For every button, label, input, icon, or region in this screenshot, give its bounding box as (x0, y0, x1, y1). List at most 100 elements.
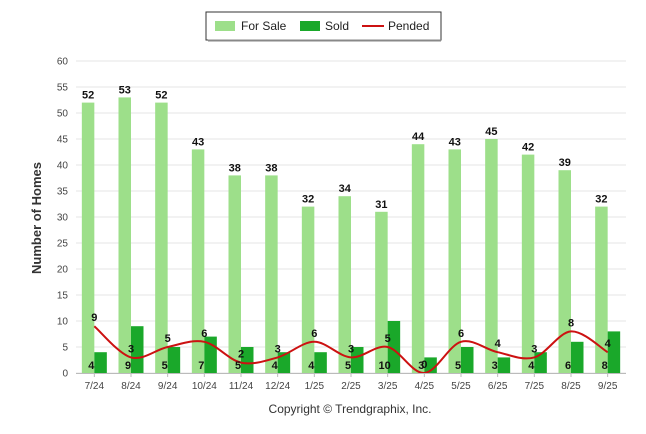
data-label-sold: 4 (88, 360, 95, 372)
bar-for-sale (411, 144, 425, 373)
copyright: Copyright © Trendgraphix, Inc. (269, 402, 432, 416)
x-tick-label: 3/25 (378, 381, 398, 392)
bar-for-sale (155, 102, 168, 373)
data-label-for-sale: 34 (339, 183, 352, 195)
data-label-pended: 3 (128, 343, 134, 355)
data-label-sold: 6 (565, 360, 571, 372)
data-label-for-sale: 52 (155, 90, 167, 102)
data-label-sold: 9 (125, 360, 131, 372)
x-tick-label: 5/25 (451, 381, 471, 392)
data-label-for-sale: 38 (229, 162, 241, 174)
bar-for-sale (521, 154, 535, 373)
bar-sold (387, 321, 401, 373)
x-tick-label: 7/25 (525, 381, 545, 392)
y-tick-label: 35 (57, 187, 69, 198)
x-tick-label: 12/24 (265, 381, 290, 392)
x-tick-label: 8/25 (561, 381, 581, 392)
bar-sold (571, 341, 584, 373)
legend-swatch-for-sale (215, 21, 235, 31)
pended-line-layer (93, 325, 609, 375)
bar-sold (277, 352, 291, 373)
bar-for-sale (375, 211, 388, 373)
x-tick-label: 10/24 (192, 381, 217, 392)
bar-sold (131, 326, 144, 373)
data-label-pended: 4 (605, 338, 612, 350)
data-label-sold: 5 (345, 360, 351, 372)
bar-for-sale (118, 97, 131, 374)
bar-for-sale (191, 149, 205, 373)
data-label-for-sale: 31 (375, 199, 387, 211)
data-label-for-sale: 53 (119, 84, 131, 96)
x-tick-label: 6/25 (488, 381, 508, 392)
bar-for-sale (595, 206, 608, 373)
bar-for-sale (448, 149, 461, 373)
legend-label-sold: Sold (325, 19, 349, 33)
data-label-for-sale: 32 (302, 194, 314, 206)
bar-for-sale (558, 170, 571, 373)
legend-label-pended: Pended (388, 19, 429, 33)
data-label-pended: 3 (348, 343, 354, 355)
data-label-sold: 4 (528, 360, 535, 372)
y-tick-label: 15 (57, 291, 69, 302)
data-label-pended: 6 (201, 328, 207, 340)
x-tick-label: 4/25 (415, 381, 435, 392)
data-label-pended: 3 (531, 343, 537, 355)
y-axis-title: Number of Homes (29, 162, 44, 274)
data-label-sold: 3 (418, 360, 424, 372)
data-label-pended: 5 (385, 333, 391, 345)
bar-sold (167, 347, 181, 373)
data-label-sold: 10 (379, 360, 391, 372)
legend-swatch-sold (300, 21, 320, 31)
data-label-pended: 5 (165, 333, 171, 345)
legend-box (205, 11, 442, 41)
data-label-sold: 4 (272, 360, 279, 372)
data-label-pended: 6 (458, 328, 464, 340)
data-label-pended: 8 (568, 317, 574, 329)
y-tick-label: 60 (57, 57, 69, 68)
pended-line (93, 325, 609, 375)
y-axis: 0 5 10 15 20 25 30 35 40 45 50 55 60 (57, 57, 69, 380)
data-label-for-sale: 45 (485, 126, 497, 138)
bar-sold (351, 347, 364, 373)
bar-sold (497, 357, 511, 373)
y-tick-label: 50 (57, 109, 69, 120)
x-tick-label: 9/24 (158, 381, 178, 392)
bar-sold (241, 347, 254, 373)
bar-for-sale (338, 196, 351, 373)
y-tick-label: 5 (62, 343, 68, 354)
data-label-for-sale: 44 (412, 131, 425, 143)
y-tick-label: 10 (57, 317, 69, 328)
data-label-pended: 6 (311, 328, 317, 340)
x-tick-label: 8/24 (121, 381, 141, 392)
data-label-for-sale: 39 (559, 157, 571, 169)
bar-for-sale (228, 175, 241, 373)
y-tick-label: 55 (57, 83, 69, 94)
data-label-for-sale: 43 (192, 136, 204, 148)
y-tick-label: 45 (57, 135, 69, 146)
x-tick-label: 9/25 (598, 381, 618, 392)
data-label-pended: 9 (91, 312, 97, 324)
bar-for-sale (485, 139, 498, 373)
y-tick-label: 30 (57, 213, 69, 224)
bar-for-sale (301, 206, 315, 373)
x-tick-label: 1/25 (305, 381, 325, 392)
data-label-pended: 2 (238, 349, 244, 361)
x-tick-label: 11/24 (229, 381, 254, 392)
bar-for-sale (81, 102, 95, 373)
bar-sold (607, 331, 621, 373)
data-label-pended: 3 (275, 343, 281, 355)
data-label-sold: 5 (455, 360, 461, 372)
bars (81, 97, 621, 374)
x-tick-label: 2/25 (341, 381, 361, 392)
data-label-sold: 5 (162, 360, 168, 372)
bar-sold (94, 352, 107, 373)
x-tick-label: 7/24 (85, 381, 105, 392)
data-label-sold: 5 (235, 360, 241, 372)
legend: For Sale Sold Pended (205, 11, 442, 42)
data-label-for-sale: 38 (265, 162, 277, 174)
bar-for-sale (265, 175, 278, 373)
bar-sold (534, 352, 547, 373)
data-label-sold: 8 (602, 360, 608, 372)
